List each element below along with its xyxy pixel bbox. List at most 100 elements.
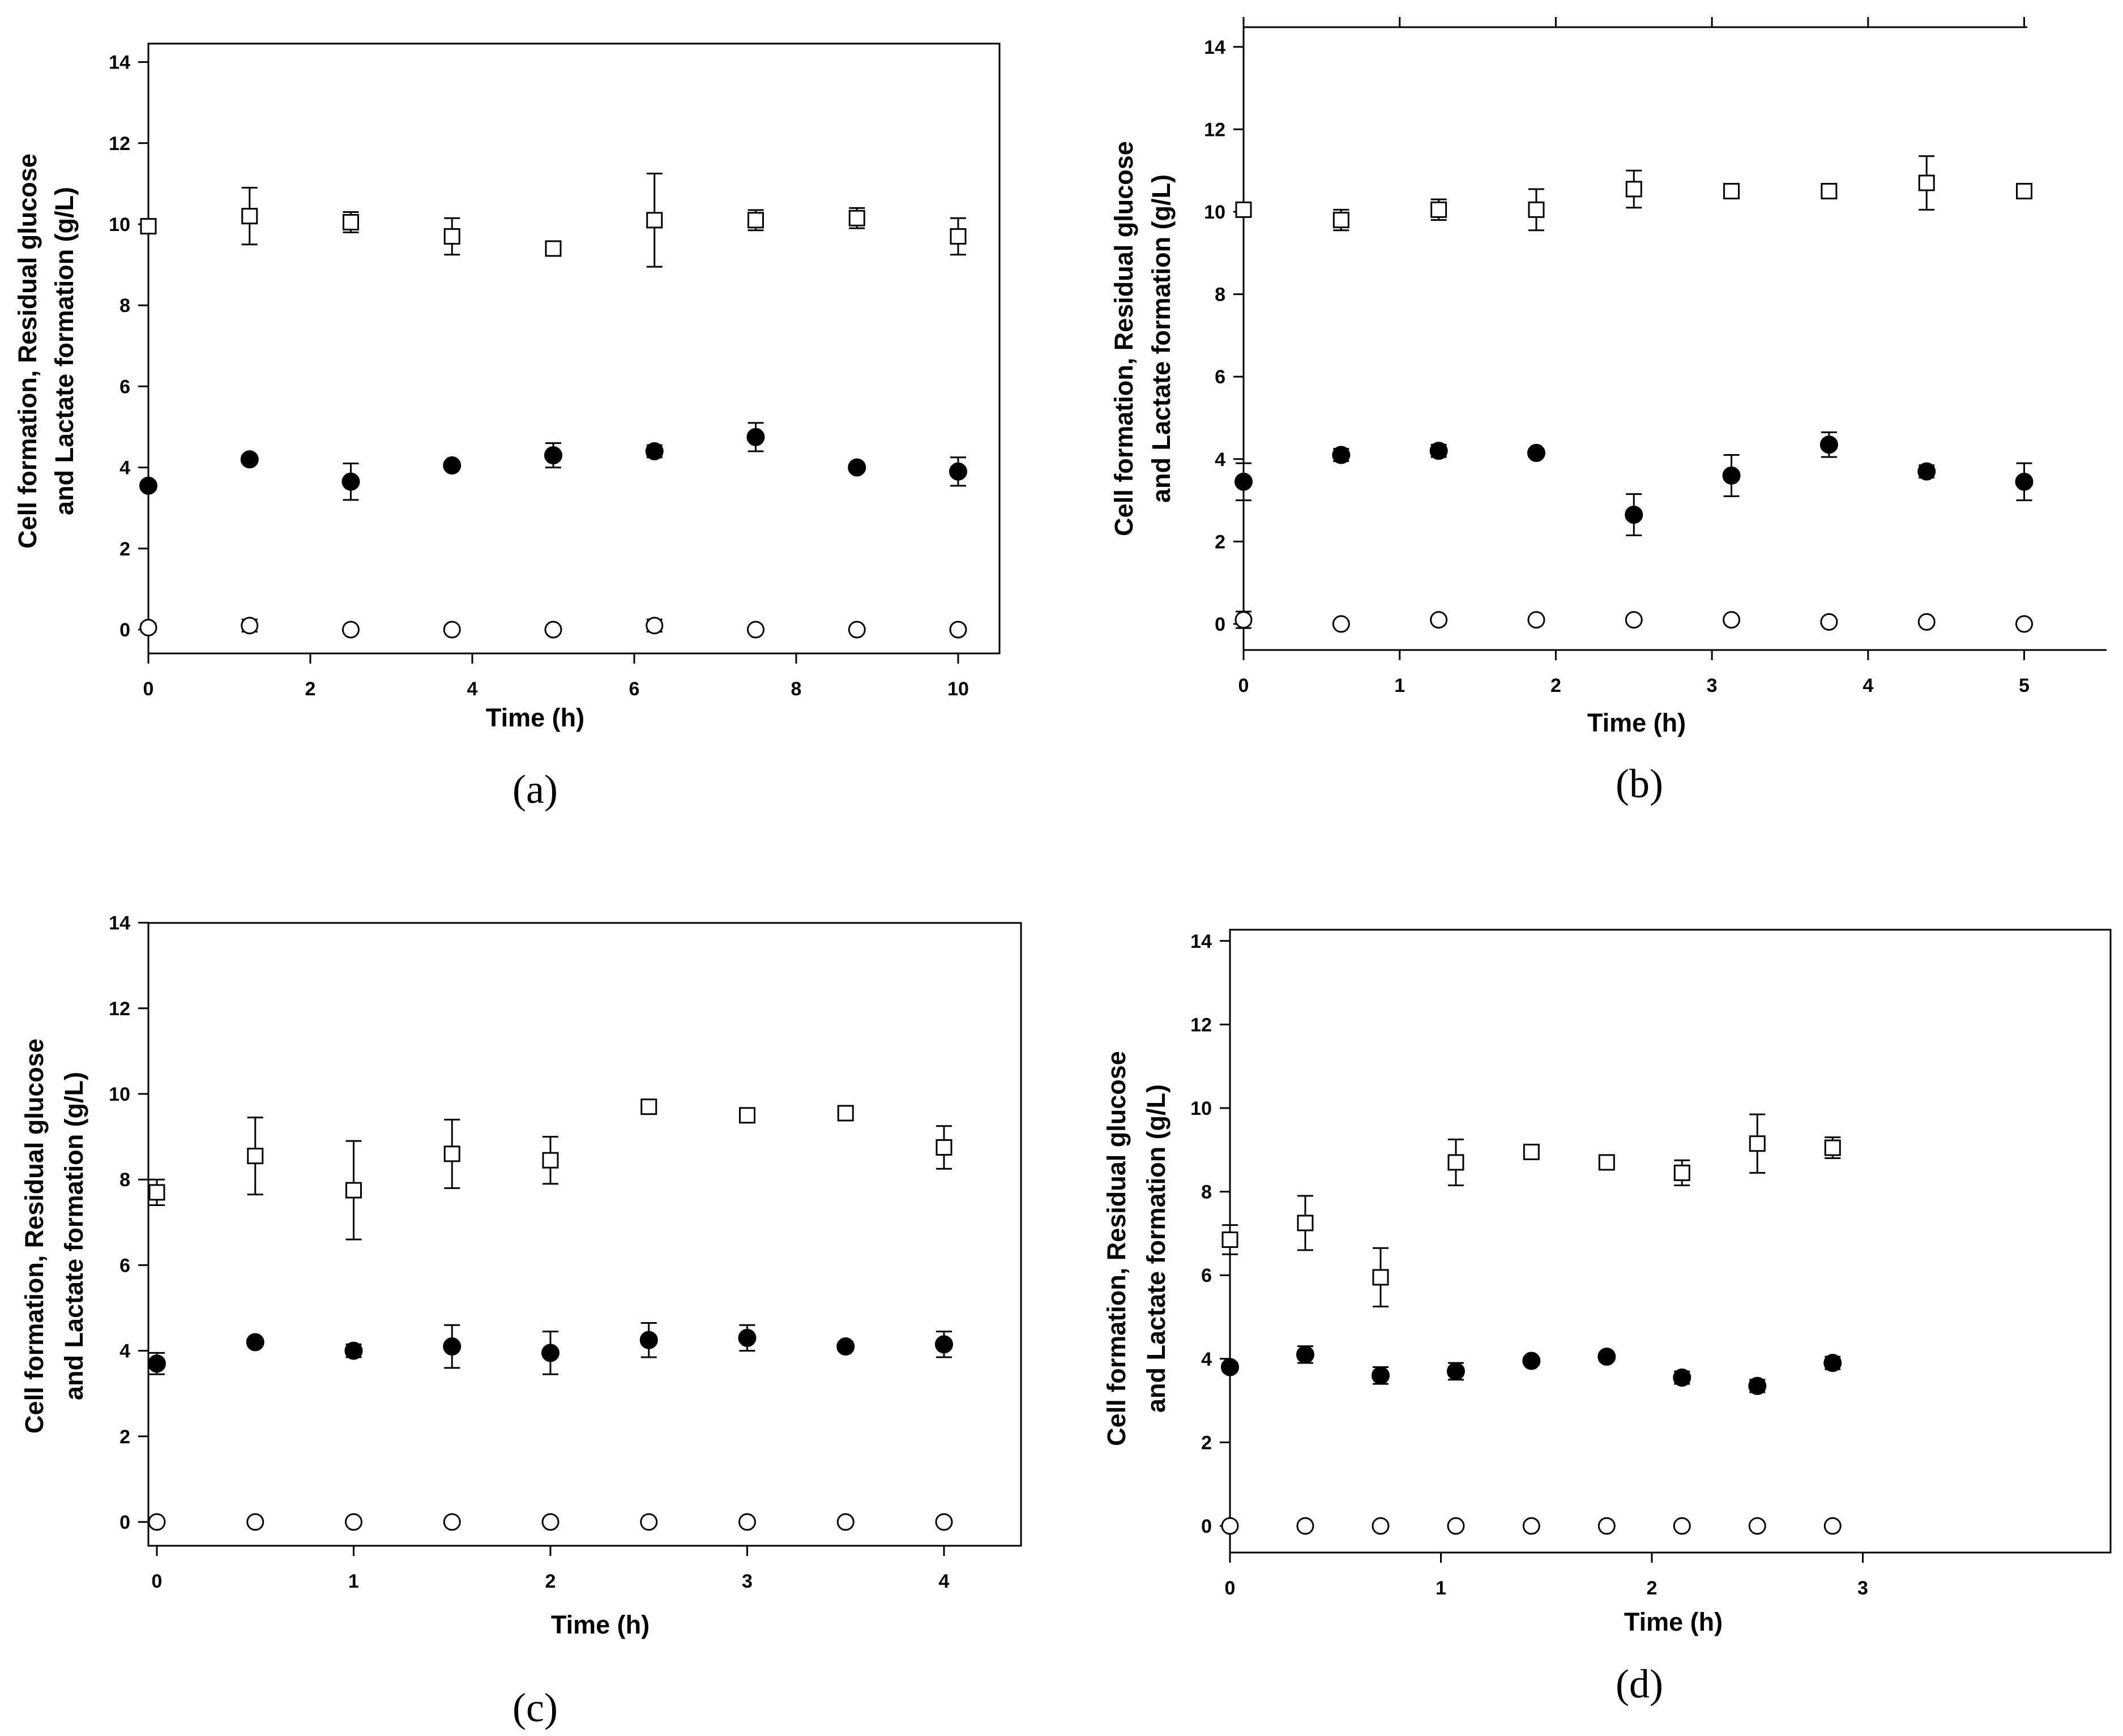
point-d-0-2 bbox=[1372, 1269, 1389, 1286]
point-d-2-8 bbox=[1823, 1517, 1842, 1535]
y-tick-label-a-1: 2 bbox=[119, 538, 130, 560]
point-b-0-3 bbox=[1528, 201, 1545, 218]
point-d-2-5 bbox=[1597, 1517, 1616, 1535]
y-axis-label-c-line1: Cell formation, Residual glucose bbox=[20, 1038, 49, 1434]
y-tick-label-a-5: 10 bbox=[109, 214, 130, 236]
point-a-1-1 bbox=[240, 450, 259, 469]
point-a-0-0 bbox=[140, 218, 157, 235]
point-b-0-7 bbox=[1918, 174, 1935, 191]
x-tick-label-c-1: 1 bbox=[348, 1571, 359, 1592]
x-tick-label-d-3: 3 bbox=[1857, 1577, 1868, 1599]
point-b-0-8 bbox=[2016, 183, 2032, 200]
y-axis-label-a-line1: Cell formation, Residual glucose bbox=[13, 153, 42, 549]
y-tick-label-b-6: 12 bbox=[1204, 119, 1225, 140]
y-tick-label-c-5: 10 bbox=[109, 1084, 130, 1105]
ticks-a: 0 2 4 6 8 10 0 2 4 6 8 10 12 14 bbox=[109, 52, 969, 700]
point-a-2-0 bbox=[139, 618, 157, 636]
point-c-2-1 bbox=[246, 1513, 264, 1531]
y-tick-label-c-7: 14 bbox=[109, 913, 130, 934]
point-d-0-1 bbox=[1297, 1215, 1314, 1232]
point-d-1-6 bbox=[1673, 1369, 1691, 1387]
point-d-1-8 bbox=[1823, 1354, 1842, 1372]
point-b-0-2 bbox=[1430, 201, 1447, 218]
x-tick-label-b-1: 1 bbox=[1394, 675, 1405, 696]
point-d-2-2 bbox=[1372, 1517, 1390, 1535]
plot-frame-d bbox=[1229, 929, 2112, 1554]
point-c-2-2 bbox=[345, 1513, 362, 1531]
point-d-2-4 bbox=[1522, 1517, 1540, 1535]
point-a-2-3 bbox=[443, 621, 461, 639]
point-d-0-0 bbox=[1221, 1231, 1238, 1248]
y-axis-label-d-line2: and Lactate formation (g/L) bbox=[1142, 1084, 1171, 1413]
panel-caption-a: (a) bbox=[512, 767, 558, 812]
point-d-2-1 bbox=[1296, 1517, 1314, 1535]
marks-c bbox=[148, 1098, 953, 1531]
point-c-1-1 bbox=[246, 1333, 264, 1352]
y-tick-label-b-2: 4 bbox=[1215, 449, 1225, 471]
point-c-2-3 bbox=[443, 1513, 461, 1531]
point-a-2-8 bbox=[949, 621, 967, 639]
point-c-2-4 bbox=[541, 1513, 559, 1531]
x-tick-label-b-2: 2 bbox=[1550, 675, 1561, 696]
point-d-1-0 bbox=[1221, 1358, 1239, 1376]
y-tick-label-b-1: 2 bbox=[1215, 531, 1225, 553]
point-b-2-3 bbox=[1527, 611, 1545, 629]
point-c-0-3 bbox=[443, 1145, 460, 1162]
point-d-0-4 bbox=[1523, 1143, 1540, 1160]
point-a-1-3 bbox=[443, 456, 462, 475]
y-tick-label-b-7: 14 bbox=[1204, 37, 1225, 58]
point-d-2-6 bbox=[1673, 1517, 1691, 1535]
point-c-0-7 bbox=[837, 1105, 854, 1122]
point-a-1-7 bbox=[848, 458, 866, 477]
point-a-1-8 bbox=[949, 462, 967, 481]
y-tick-label-c-0: 0 bbox=[119, 1512, 130, 1533]
point-a-0-1 bbox=[241, 208, 258, 225]
y-tick-label-d-4: 8 bbox=[1201, 1182, 1212, 1203]
point-a-1-5 bbox=[645, 442, 664, 460]
point-b-2-2 bbox=[1430, 611, 1448, 629]
point-b-2-5 bbox=[1723, 611, 1741, 629]
point-d-0-8 bbox=[1824, 1139, 1841, 1156]
y-axis-label-b-line1: Cell formation, Residual glucose bbox=[1109, 141, 1138, 536]
point-b-2-6 bbox=[1820, 613, 1838, 631]
y-tick-label-d-1: 2 bbox=[1201, 1432, 1212, 1453]
point-c-0-6 bbox=[739, 1107, 755, 1124]
marks-a bbox=[139, 173, 967, 639]
point-a-0-3 bbox=[443, 228, 460, 245]
point-b-1-1 bbox=[1332, 446, 1351, 464]
point-a-2-5 bbox=[646, 617, 664, 635]
point-c-2-0 bbox=[148, 1513, 166, 1531]
y-tick-label-a-0: 0 bbox=[119, 619, 130, 641]
point-b-2-1 bbox=[1332, 615, 1350, 633]
y-tick-label-b-3: 6 bbox=[1215, 366, 1225, 388]
point-a-0-2 bbox=[343, 213, 359, 230]
panel-a: 0 2 4 6 8 10 0 2 4 6 8 10 12 14 Time (h) Cell formati… bbox=[13, 42, 1001, 812]
point-a-0-7 bbox=[848, 209, 865, 226]
point-d-2-3 bbox=[1447, 1517, 1465, 1535]
point-c-1-2 bbox=[344, 1341, 363, 1360]
x-tick-label-c-3: 3 bbox=[742, 1571, 753, 1592]
point-b-1-5 bbox=[1722, 466, 1741, 485]
x-axis-label-d: Time (h) bbox=[1624, 1607, 1723, 1636]
x-tick-label-c-4: 4 bbox=[939, 1571, 950, 1592]
x-axis-label-b: Time (h) bbox=[1587, 708, 1686, 737]
y-axis-label-b-line2: and Lactate formation (g/L) bbox=[1147, 174, 1176, 503]
y-tick-label-b-4: 8 bbox=[1215, 284, 1225, 306]
panel-caption-b: (b) bbox=[1616, 761, 1663, 806]
point-b-1-8 bbox=[2015, 472, 2034, 491]
point-a-2-4 bbox=[544, 621, 562, 639]
marks-d bbox=[1221, 1113, 1842, 1535]
y-tick-label-a-4: 8 bbox=[119, 295, 130, 317]
point-c-1-5 bbox=[639, 1331, 658, 1349]
x-tick-label-a-3: 6 bbox=[629, 678, 640, 700]
point-b-1-0 bbox=[1234, 472, 1253, 491]
point-b-2-8 bbox=[2015, 615, 2033, 633]
point-c-0-5 bbox=[640, 1098, 657, 1115]
y-tick-label-c-6: 12 bbox=[109, 998, 130, 1020]
point-c-2-7 bbox=[836, 1513, 855, 1531]
x-tick-label-b-5: 5 bbox=[2019, 675, 2030, 696]
x-tick-label-c-2: 2 bbox=[545, 1571, 556, 1592]
y-tick-label-a-6: 12 bbox=[109, 133, 130, 155]
